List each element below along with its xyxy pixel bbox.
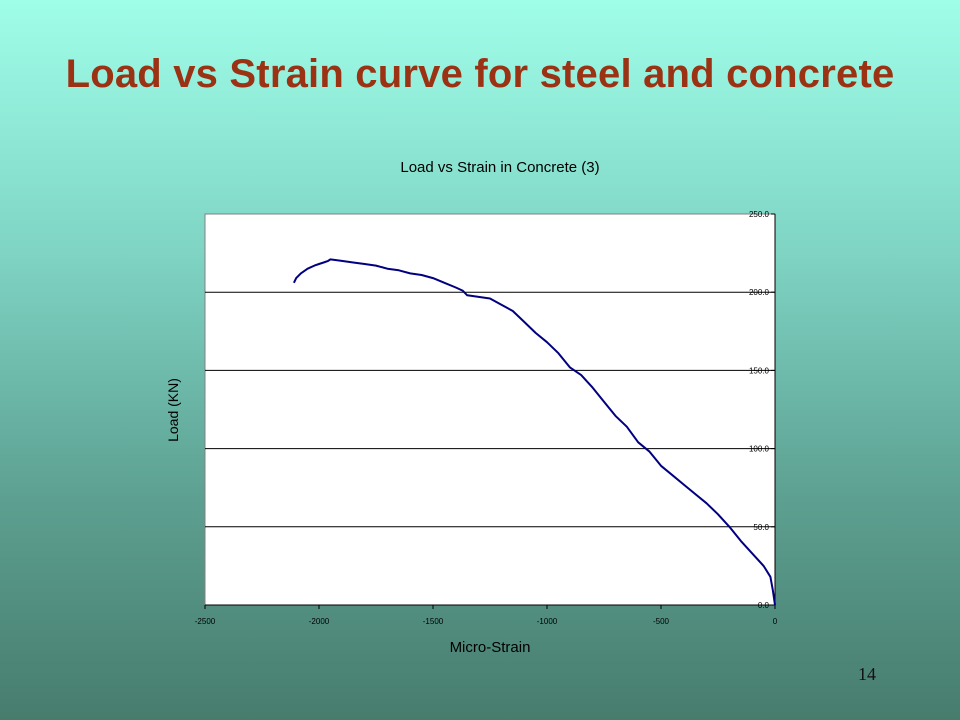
y-tick-label: 100.0 — [749, 445, 770, 454]
series-line — [293, 258, 776, 606]
x-tick-label: -2000 — [309, 617, 330, 626]
x-axis-label: Micro-Strain — [450, 639, 531, 656]
slide-number: 14 — [858, 664, 876, 684]
x-tick-labels: -2500 -2000 -1500 -1000 -500 0 — [195, 617, 778, 626]
x-tick-label: -1000 — [537, 617, 558, 626]
x-tick-label: -500 — [653, 617, 670, 626]
x-tick-label: -2500 — [195, 617, 216, 626]
axes — [204, 213, 776, 609]
plot-area — [204, 213, 776, 606]
y-tick-label: 150.0 — [749, 366, 770, 375]
series-layer — [293, 258, 776, 606]
x-tick-label: -1500 — [423, 617, 444, 626]
y-tick-label: 0.0 — [758, 601, 770, 610]
chart-title: Load vs Strain in Concrete (3) — [400, 159, 599, 176]
y-tick-label: 200.0 — [749, 288, 770, 297]
gridlines — [205, 291, 775, 528]
y-tick-labels: 0.0 50.0 100.0 150.0 200.0 250.0 — [749, 210, 770, 610]
y-tick-label: 250.0 — [749, 210, 770, 219]
y-axis-label: Load (KN) — [165, 378, 181, 442]
x-tick-label: 0 — [773, 617, 778, 626]
y-tick-label: 50.0 — [753, 523, 769, 532]
slide-title: Load vs Strain curve for steel and concr… — [65, 52, 895, 96]
